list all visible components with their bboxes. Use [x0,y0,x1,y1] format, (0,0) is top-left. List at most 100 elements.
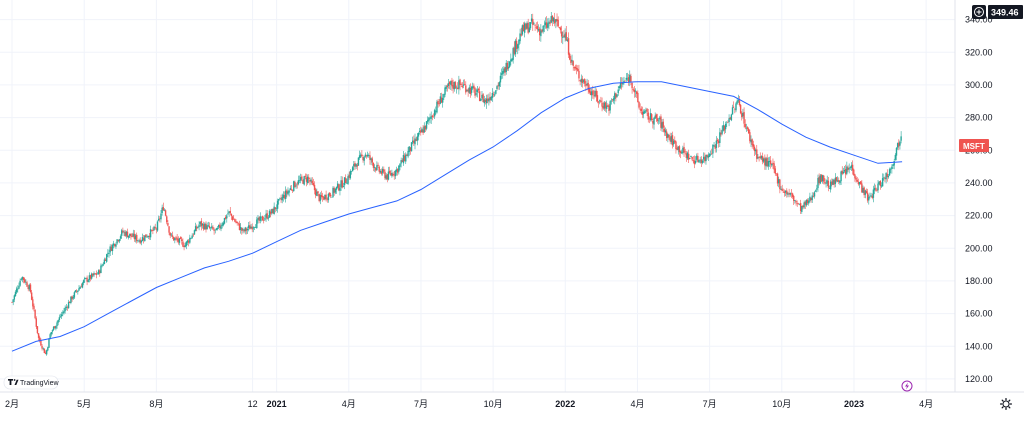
moving-average-line[interactable] [11,81,903,352]
candle-body [59,316,62,318]
candle-body [276,200,279,209]
candle-body [825,183,827,184]
candle-body [481,94,483,99]
candle-body [266,213,268,219]
candle-body [721,130,723,134]
candle-body [410,142,413,152]
candle-body [358,155,361,159]
candle-body [12,299,14,303]
candle-body [124,231,126,237]
candle-body [428,117,430,121]
candle-body [836,180,839,182]
candle-body [252,227,255,229]
candle-body [580,78,582,82]
candle-body [608,105,610,111]
candle-body [154,227,156,229]
candle-body [470,86,473,93]
candle-body [869,196,871,197]
candle-body [767,161,770,167]
candle-body [287,191,289,195]
candle-body [771,163,773,166]
candle-body [103,259,106,265]
tradingview-logo[interactable]: TradingView [3,375,59,390]
candle-body [206,225,208,230]
candle-body [660,116,662,128]
candle-body [302,179,304,184]
candle-body [238,223,241,231]
candle-body [159,218,161,219]
candle-body [530,18,533,22]
candle-body [228,211,230,214]
candle-body [363,157,365,161]
y-tick-label: 120.00 [965,374,993,384]
candle-body [215,228,218,231]
candle-body [545,22,548,28]
candle-body [377,164,379,166]
candle-body [711,153,713,155]
candle-body [544,22,547,26]
candlestick-series[interactable] [11,12,902,356]
candle-body [724,123,727,130]
candle-body [745,127,748,129]
gear-icon[interactable] [999,397,1013,411]
candle-body [89,275,92,279]
candle-body [622,82,624,85]
candle-body [132,233,134,237]
candle-body [346,182,348,184]
candle-body [327,193,330,201]
lightning-icon[interactable] [901,380,913,392]
candle-body [861,183,863,193]
candle-body [735,103,737,111]
candle-body [92,273,94,276]
candle-body [45,350,48,355]
candle-body [272,208,274,214]
candle-body [840,171,842,182]
candle-body [565,32,567,41]
candle-body [833,180,835,185]
candle-body [474,88,476,96]
candle-body [744,123,746,128]
candle-body [67,302,70,309]
candle-body [584,78,586,84]
candle-body [552,17,555,22]
candle-body [414,138,416,145]
candle-body [320,194,323,198]
candle-body [706,154,708,157]
add-plus-icon[interactable] [974,7,984,17]
candle-body [696,155,698,160]
candle-body [442,97,444,103]
candle-body [64,307,66,312]
candle-body [35,318,37,327]
candle-body [392,173,394,176]
candle-body [475,93,477,95]
time-axis[interactable]: 2月 5月 8月 12 2021 4月 7月 10月 2022 4月 7月 10月 2023 4月 [0,391,1024,409]
candle-body [415,139,417,141]
candle-body [661,122,663,129]
y-tick-label: 280.00 [965,113,993,123]
candle-body [151,230,153,231]
candle-body [699,159,701,161]
candle-body [297,180,300,185]
candle-body [218,224,220,228]
candle-body [236,221,238,223]
crosshair-price-tag[interactable]: 349.46 [972,5,1023,19]
candle-body [86,277,88,282]
price-axis[interactable]: 120.00 140.00 160.00 180.00 200.00 220.00 240.… [954,0,993,392]
candle-body [417,132,420,137]
candle-body [500,73,503,75]
candle-body [125,231,128,236]
candle-body [27,286,29,290]
candle-body [700,159,703,163]
candle-body [171,235,174,237]
moving-average-series[interactable] [11,81,903,352]
candle-body [361,154,363,156]
candle-body [732,106,735,108]
candle-body [824,182,826,184]
candle-body [60,314,63,317]
candle-body [647,112,649,120]
candle-body [566,39,569,42]
candle-body [136,234,138,242]
candle-body [37,333,40,338]
